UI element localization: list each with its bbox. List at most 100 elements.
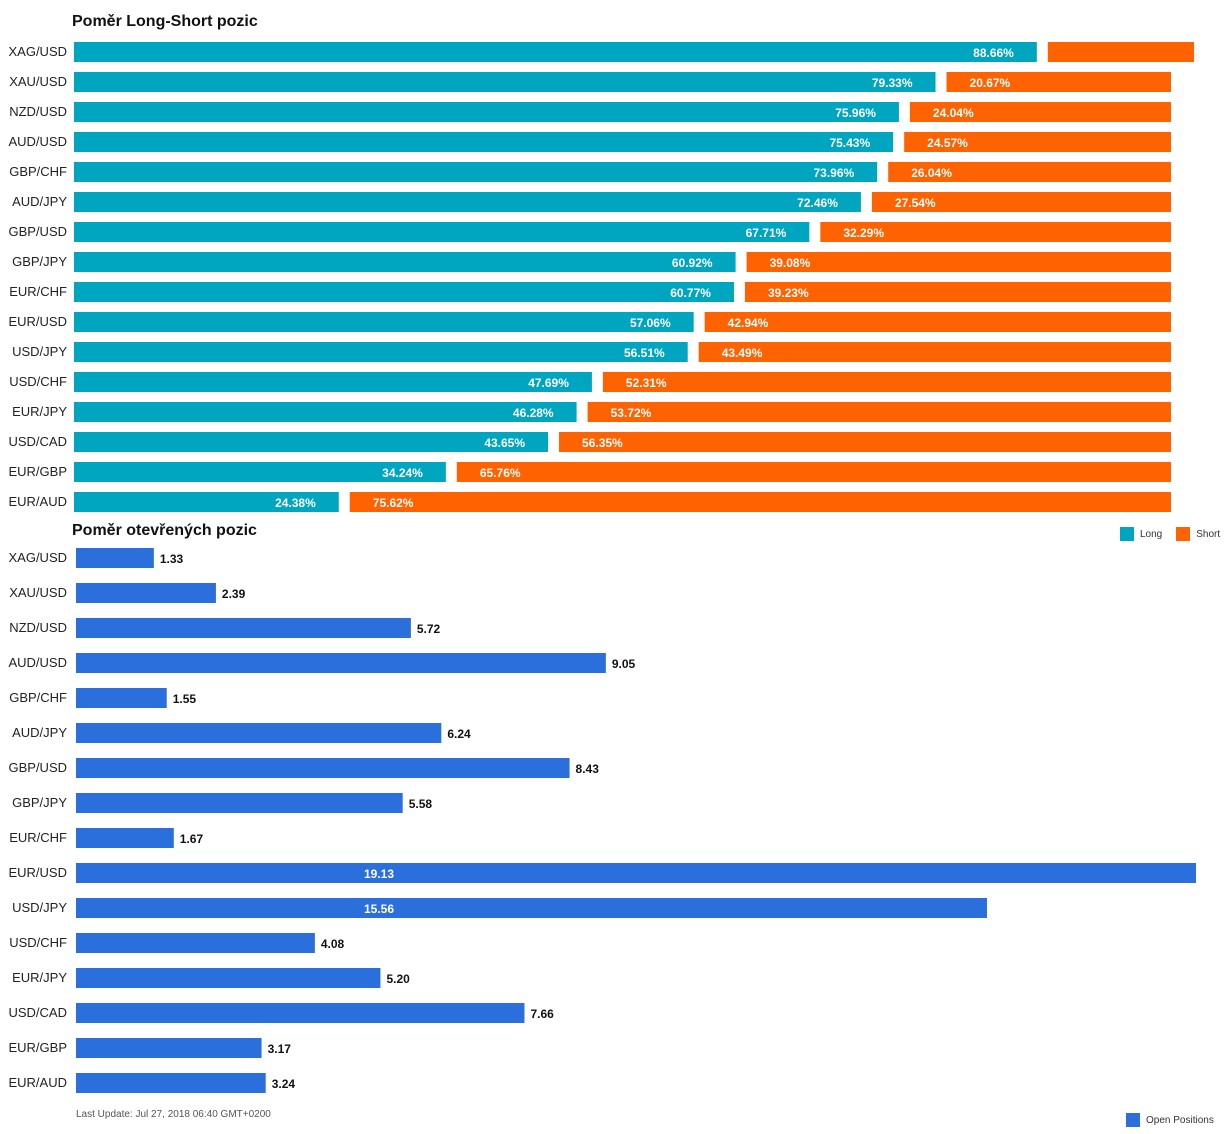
short-bar-aud-jpy[interactable] xyxy=(871,192,1171,212)
short-bar-aud-usd[interactable] xyxy=(904,132,1171,152)
short-bar-gbp-jpy[interactable] xyxy=(746,252,1171,272)
long-bar-eur-chf[interactable] xyxy=(74,282,734,302)
open-bar-usd-chf[interactable] xyxy=(76,933,315,953)
open-bar-nzd-usd[interactable] xyxy=(76,618,411,638)
short-bar-eur-gbp[interactable] xyxy=(456,462,1171,482)
short-value-label-eur-gbp: 65.76% xyxy=(480,466,521,480)
long-value-label-usd-jpy: 56.51% xyxy=(624,346,665,360)
op-category-label-aud-usd: AUD/USD xyxy=(8,655,67,670)
long-value-label-aud-usd: 75.43% xyxy=(829,136,870,150)
ls-category-label-eur-gbp: EUR/GBP xyxy=(8,464,67,479)
open-bar-eur-usd[interactable] xyxy=(76,863,1196,883)
long-value-label-eur-aud: 24.38% xyxy=(275,496,316,510)
short-bar-xau-usd[interactable] xyxy=(946,72,1171,92)
long-bar-nzd-usd[interactable] xyxy=(74,102,899,122)
op-category-label-xag-usd: XAG/USD xyxy=(8,550,67,565)
open-bar-eur-aud[interactable] xyxy=(76,1073,266,1093)
long-bar-usd-chf[interactable] xyxy=(74,372,592,392)
long-bar-xau-usd[interactable] xyxy=(74,72,936,92)
long-bar-eur-aud[interactable] xyxy=(74,492,339,512)
long-bar-eur-usd[interactable] xyxy=(74,312,694,332)
long-bar-gbp-usd[interactable] xyxy=(74,222,810,242)
short-bar-gbp-usd[interactable] xyxy=(820,222,1171,242)
long-bar-aud-jpy[interactable] xyxy=(74,192,861,212)
open-bar-eur-gbp[interactable] xyxy=(76,1038,262,1058)
short-bar-usd-jpy[interactable] xyxy=(698,342,1171,362)
open-bar-gbp-usd[interactable] xyxy=(76,758,570,778)
open-value-label-eur-aud: 3.24 xyxy=(272,1077,296,1091)
open-bar-eur-jpy[interactable] xyxy=(76,968,381,988)
short-value-label-eur-aud: 75.62% xyxy=(373,496,414,510)
ls-category-label-gbp-jpy: GBP/JPY xyxy=(12,254,67,269)
legend-item-short[interactable]: Short xyxy=(1176,527,1220,541)
short-bar-usd-cad[interactable] xyxy=(559,432,1171,452)
open-bar-aud-jpy[interactable] xyxy=(76,723,442,743)
long-bar-eur-jpy[interactable] xyxy=(74,402,577,422)
short-value-label-xau-usd: 20.67% xyxy=(970,76,1011,90)
ls-category-label-gbp-usd: GBP/USD xyxy=(8,224,67,239)
legend-item-open-positions[interactable]: Open Positions xyxy=(1126,1113,1214,1127)
open-bar-xag-usd[interactable] xyxy=(76,548,154,568)
open-value-label-xau-usd: 2.39 xyxy=(222,587,246,601)
short-bar-usd-chf[interactable] xyxy=(602,372,1171,392)
long-bar-usd-jpy[interactable] xyxy=(74,342,688,362)
ls-category-label-usd-chf: USD/CHF xyxy=(9,374,67,389)
open-bar-eur-chf[interactable] xyxy=(76,828,174,848)
open-value-label-eur-usd: 19.13 xyxy=(364,867,394,881)
legend-open-label: Open Positions xyxy=(1146,1114,1214,1126)
ls-category-label-eur-aud: EUR/AUD xyxy=(8,494,67,509)
short-bar-eur-aud[interactable] xyxy=(349,492,1171,512)
short-value-label-usd-chf: 52.31% xyxy=(626,376,667,390)
open-value-label-gbp-chf: 1.55 xyxy=(173,692,197,706)
ls-category-label-eur-jpy: EUR/JPY xyxy=(12,404,67,419)
open-value-label-nzd-usd: 5.72 xyxy=(417,622,441,636)
short-bar-eur-chf[interactable] xyxy=(744,282,1171,302)
open-bar-gbp-jpy[interactable] xyxy=(76,793,403,813)
long-value-label-xag-usd: 88.66% xyxy=(973,46,1014,60)
last-update: Last Update: Jul 27, 2018 06:40 GMT+0200 xyxy=(76,1109,271,1120)
long-short-chart: XAG/USD 88.66% XAU/USD 79.33% 20.67% NZD/USD 7… xyxy=(8,42,1194,512)
long-value-label-gbp-usd: 67.71% xyxy=(746,226,787,240)
op-category-label-eur-gbp: EUR/GBP xyxy=(8,1040,67,1055)
short-value-label-gbp-chf: 26.04% xyxy=(911,166,952,180)
open-swatch xyxy=(1126,1113,1140,1127)
long-value-label-eur-gbp: 34.24% xyxy=(382,466,423,480)
op-category-label-xau-usd: XAU/USD xyxy=(9,585,67,600)
legend-long-label: Long xyxy=(1140,528,1163,540)
short-swatch xyxy=(1176,527,1191,541)
ls-category-label-eur-usd: EUR/USD xyxy=(8,314,67,329)
long-bar-usd-cad[interactable] xyxy=(74,432,549,452)
long-bar-gbp-chf[interactable] xyxy=(74,162,878,182)
open-bar-aud-usd[interactable] xyxy=(76,653,606,673)
ls-category-label-nzd-usd: NZD/USD xyxy=(9,104,67,119)
short-value-label-eur-chf: 39.23% xyxy=(768,286,809,300)
short-value-label-aud-usd: 24.57% xyxy=(927,136,968,150)
long-bar-aud-usd[interactable] xyxy=(74,132,894,152)
short-bar-eur-jpy[interactable] xyxy=(587,402,1171,422)
long-short-title: Poměr Long-Short pozic xyxy=(72,13,258,30)
op-category-label-eur-usd: EUR/USD xyxy=(8,865,67,880)
long-value-label-eur-usd: 57.06% xyxy=(630,316,671,330)
open-bar-usd-jpy[interactable] xyxy=(76,898,987,918)
short-bar-eur-usd[interactable] xyxy=(704,312,1171,332)
legend-item-long[interactable]: Long xyxy=(1120,527,1162,541)
long-value-label-xau-usd: 79.33% xyxy=(872,76,913,90)
long-bar-xag-usd[interactable] xyxy=(74,42,1037,62)
open-bar-xau-usd[interactable] xyxy=(76,583,216,603)
short-bar-nzd-usd[interactable] xyxy=(909,102,1171,122)
open-value-label-eur-jpy: 5.20 xyxy=(386,972,410,986)
ls-category-label-usd-cad: USD/CAD xyxy=(8,434,67,449)
open-bar-gbp-chf[interactable] xyxy=(76,688,167,708)
open-positions-legend: Open Positions xyxy=(1126,1113,1214,1127)
open-positions-title: Poměr otevřených pozic xyxy=(72,522,257,539)
short-value-label-usd-cad: 56.35% xyxy=(582,436,623,450)
short-value-label-eur-jpy: 53.72% xyxy=(611,406,652,420)
long-bar-eur-gbp[interactable] xyxy=(74,462,446,482)
long-bar-gbp-jpy[interactable] xyxy=(74,252,736,272)
ls-category-label-aud-jpy: AUD/JPY xyxy=(12,194,67,209)
ls-category-label-usd-jpy: USD/JPY xyxy=(12,344,67,359)
short-bar-xag-usd[interactable] xyxy=(1047,42,1194,62)
open-bar-usd-cad[interactable] xyxy=(76,1003,525,1023)
op-category-label-gbp-jpy: GBP/JPY xyxy=(12,795,67,810)
short-bar-gbp-chf[interactable] xyxy=(888,162,1171,182)
